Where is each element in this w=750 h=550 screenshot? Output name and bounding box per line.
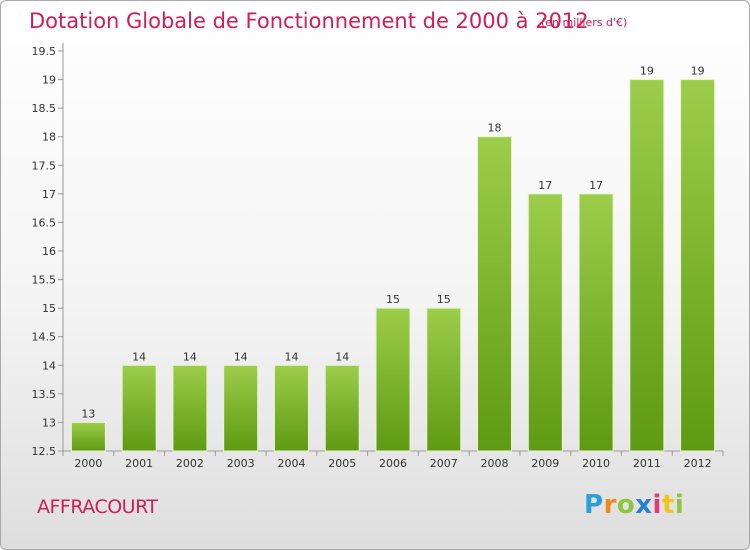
logo-letter: t xyxy=(661,490,675,520)
y-tick-label: 18 xyxy=(42,131,56,144)
bar xyxy=(680,79,716,452)
logo-letter: x xyxy=(635,490,653,520)
bar xyxy=(426,307,462,452)
y-tick-label: 15 xyxy=(42,302,56,315)
bar xyxy=(477,136,513,452)
bar xyxy=(172,364,208,452)
y-tick-label: 19 xyxy=(42,74,56,87)
proxiti-logo: Proxiti xyxy=(584,490,684,520)
y-tick-label: 14 xyxy=(42,359,56,372)
bar xyxy=(324,364,360,452)
data-label: 17 xyxy=(589,179,603,192)
logo-letter: P xyxy=(584,490,604,520)
data-label: 14 xyxy=(132,350,146,363)
bar xyxy=(375,307,411,452)
x-tick-label: 2003 xyxy=(227,457,255,470)
x-tick-label: 2008 xyxy=(481,457,509,470)
data-label: 14 xyxy=(335,350,349,363)
y-tick-label: 17 xyxy=(42,188,56,201)
y-tick-label: 15.5 xyxy=(32,274,57,287)
x-tick-label: 2001 xyxy=(125,457,153,470)
bar xyxy=(273,364,309,452)
bar xyxy=(629,79,665,452)
data-label: 15 xyxy=(437,293,451,306)
y-tick-label: 16 xyxy=(42,245,56,258)
data-label: 19 xyxy=(640,65,654,78)
bar xyxy=(527,193,563,452)
data-label: 15 xyxy=(386,293,400,306)
data-label: 14 xyxy=(284,350,298,363)
x-tick-label: 2009 xyxy=(531,457,559,470)
x-tick-label: 2005 xyxy=(328,457,356,470)
x-tick-label: 2002 xyxy=(176,457,204,470)
logo-letter: o xyxy=(616,490,636,520)
bar xyxy=(70,421,106,452)
y-tick-label: 13.5 xyxy=(32,388,57,401)
data-label: 18 xyxy=(488,122,502,135)
commune-name: AFFRACOURT xyxy=(37,496,158,518)
bar xyxy=(223,364,259,452)
y-tick-label: 17.5 xyxy=(32,159,57,172)
data-label: 14 xyxy=(183,350,197,363)
bar xyxy=(121,364,157,452)
x-tick-label: 2012 xyxy=(684,457,712,470)
data-label: 13 xyxy=(81,407,95,420)
y-tick-label: 12.5 xyxy=(32,445,57,458)
data-label: 17 xyxy=(538,179,552,192)
x-tick-label: 2010 xyxy=(582,457,610,470)
x-tick-label: 2004 xyxy=(277,457,305,470)
x-tick-label: 2000 xyxy=(74,457,102,470)
x-tick-label: 2006 xyxy=(379,457,407,470)
y-tick-label: 13 xyxy=(42,416,56,429)
y-tick-label: 19.5 xyxy=(32,45,57,58)
chart-subtitle: (en milliers d'€) xyxy=(541,16,628,29)
data-label: 14 xyxy=(234,350,248,363)
y-tick-label: 18.5 xyxy=(32,102,57,115)
logo-letter: i xyxy=(674,490,685,520)
x-tick-label: 2011 xyxy=(633,457,661,470)
y-tick-label: 14.5 xyxy=(32,331,57,344)
bar xyxy=(578,193,614,452)
chart-title: Dotation Globale de Fonctionnement de 20… xyxy=(29,9,589,33)
y-tick-label: 16.5 xyxy=(32,216,57,229)
logo-letter: r xyxy=(603,490,617,520)
logo-letter: i xyxy=(652,490,662,520)
data-label: 19 xyxy=(691,65,705,78)
x-tick-label: 2007 xyxy=(430,457,458,470)
